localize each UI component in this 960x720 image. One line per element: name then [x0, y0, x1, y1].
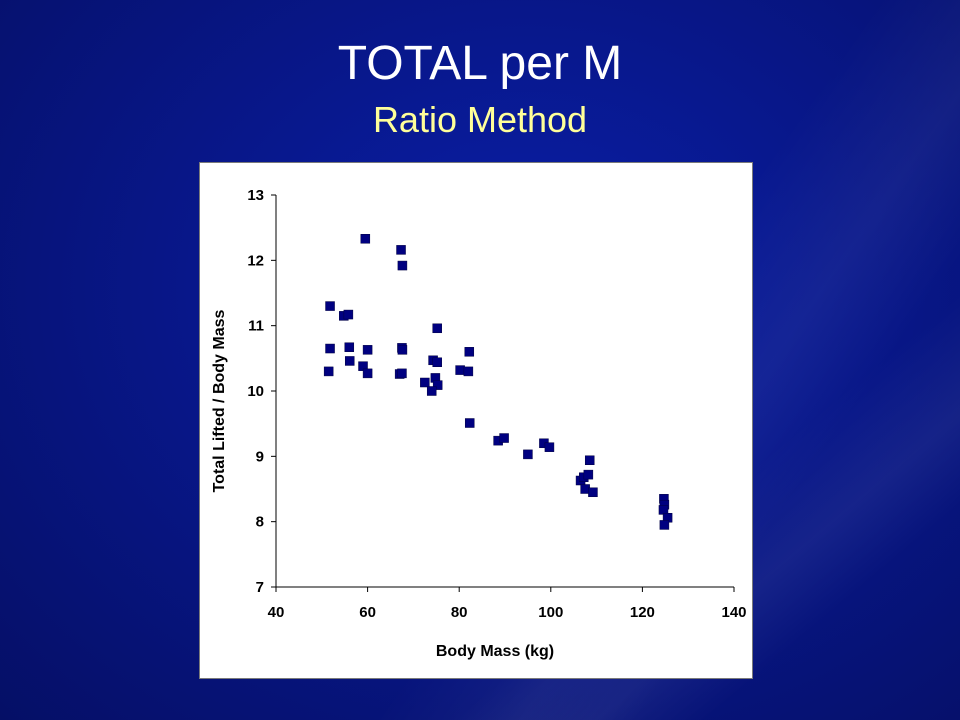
y-tick-label: 10 [247, 383, 264, 400]
data-point [343, 309, 354, 320]
data-point [362, 345, 373, 355]
scatter-chart: 7 8 9 10 11 12 13 40 60 80 100 120 140 Body Mass (k… [211, 187, 747, 660]
data-point [360, 234, 371, 244]
x-tick-label: 100 [538, 604, 563, 621]
y-tick-label: 9 [256, 448, 264, 465]
y-tick-label: 11 [248, 318, 264, 335]
data-point [523, 449, 533, 460]
data-point [325, 343, 335, 354]
data-point [432, 323, 442, 334]
data-point [432, 357, 442, 368]
data-point [344, 356, 355, 366]
data-point [396, 245, 406, 255]
chart-area: 7 8 9 10 11 12 13 40 60 80 100 120 140 Body Mass (k… [199, 162, 753, 679]
data-point [420, 377, 430, 388]
y-tick-label: 12 [247, 252, 264, 269]
data-point [397, 345, 408, 355]
data-point [584, 455, 595, 466]
data-point [325, 301, 335, 311]
data-point [659, 520, 670, 530]
data-point [544, 442, 555, 452]
slide-title: TOTAL per M [337, 37, 623, 90]
data-point [464, 347, 475, 357]
y-axis-title: Total Lifted / Body Mass [211, 309, 228, 492]
data-point [397, 368, 407, 379]
data-point [464, 418, 475, 428]
data-point [455, 365, 465, 375]
y-tick-label: 7 [256, 579, 264, 596]
y-tick-label: 8 [256, 514, 264, 531]
data-point [499, 433, 509, 443]
x-axis-title: Body Mass (kg) [436, 643, 554, 660]
data-point [323, 366, 334, 377]
x-tick-label: 60 [359, 604, 376, 621]
y-axis-ticks: 7 8 9 10 11 12 13 [247, 187, 276, 596]
data-point [463, 366, 474, 377]
data-points [323, 234, 673, 530]
x-tick-label: 80 [451, 604, 468, 621]
data-point [588, 487, 598, 498]
data-point [344, 342, 355, 352]
y-tick-label: 13 [247, 187, 264, 204]
x-axis-ticks: 40 60 80 100 120 140 [268, 587, 747, 621]
data-point [426, 386, 437, 396]
x-tick-label: 40 [268, 604, 285, 621]
data-point [583, 469, 594, 480]
x-tick-label: 140 [721, 604, 746, 621]
data-point [362, 368, 373, 379]
x-tick-label: 120 [630, 604, 655, 621]
data-point [432, 380, 443, 390]
slide-subtitle: Ratio Method [372, 99, 588, 140]
data-point [397, 260, 408, 271]
